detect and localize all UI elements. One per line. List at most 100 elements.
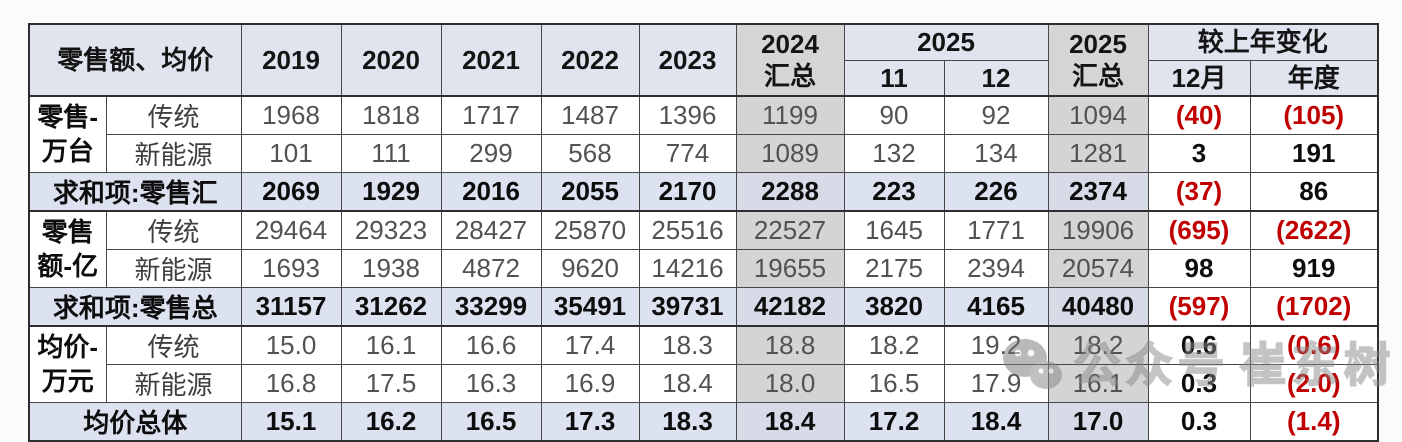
table-cell: (1.4) [1249, 402, 1379, 442]
table-cell: 19655 [735, 249, 845, 288]
table-cell: 1487 [540, 95, 640, 135]
table-cell: 19.2 [943, 325, 1049, 365]
table-cell: 42182 [735, 287, 845, 327]
table-row: 新能源 16.8 17.5 16.3 16.9 18.4 18.0 16.5 17.9 16.1 0… [29, 364, 1379, 403]
table-cell: 1094 [1047, 95, 1149, 135]
summary-row-label: 均价总体 [28, 402, 242, 442]
table-cell: 4872 [440, 249, 542, 288]
table-cell: 919 [1249, 249, 1379, 288]
table-cell: 25870 [540, 210, 640, 250]
table-cell: 3 [1147, 134, 1251, 173]
table-cell: (695) [1147, 210, 1251, 250]
table-cell: 28427 [440, 210, 542, 250]
table-cell: 2175 [843, 249, 945, 288]
header-month-11: 11 [843, 59, 945, 97]
table-cell: (105) [1249, 95, 1379, 135]
table-cell: 17.2 [843, 402, 945, 442]
table-cell: 299 [440, 134, 542, 173]
summary-row: 求和项:零售汇 2069 1929 2016 2055 2170 2288 223 226 237… [28, 172, 1379, 212]
table-cell: (2.0) [1249, 364, 1379, 403]
table-header: 零售额、均价 2019 2020 2021 2022 2023 2024 汇总 … [28, 23, 1379, 97]
table-cell: 18.3 [638, 325, 737, 365]
table-cell: 92 [943, 95, 1049, 135]
table-cell: 1396 [638, 95, 737, 135]
table-cell: 111 [340, 134, 442, 173]
table-cell: 1938 [340, 249, 442, 288]
table-cell: 2069 [240, 172, 342, 212]
table-row: 零售- 万台 传统 1968 1818 1717 1487 1396 1199 90 92 1094… [28, 95, 1379, 173]
table-cell: 22527 [735, 210, 845, 250]
table-cell: 1281 [1047, 134, 1149, 173]
table-cell: 15.0 [240, 325, 342, 365]
summary-row: 均价总体 15.1 16.2 16.5 17.3 18.3 18.4 17.2 18.4 17.0… [28, 402, 1379, 442]
row-group-label: 零售 额-亿 [28, 210, 107, 288]
table-cell: 4165 [943, 287, 1049, 327]
summary-row-label: 求和项:零售汇 [28, 172, 242, 212]
table-cell: 2170 [638, 172, 737, 212]
table-cell: (1702) [1249, 287, 1379, 327]
table-cell: 39731 [638, 287, 737, 327]
table-cell: 35491 [540, 287, 640, 327]
row-label: 传统 [105, 95, 242, 135]
summary-row-label: 求和项:零售总 [28, 287, 242, 327]
table-body: 零售- 万台 传统 1968 1818 1717 1487 1396 1199 90 92 1094… [28, 95, 1379, 442]
table-cell: 16.8 [240, 364, 342, 403]
header-month-12: 12 [943, 59, 1049, 97]
table-cell: 132 [843, 134, 945, 173]
table-cell: 14216 [638, 249, 737, 288]
table-cell: 2016 [440, 172, 542, 212]
table-cell: 18.8 [735, 325, 845, 365]
table-cell: 20574 [1047, 249, 1149, 288]
table-cell: 1199 [735, 95, 845, 135]
header-year-2022: 2022 [540, 23, 640, 97]
table-cell: 40480 [1047, 287, 1149, 327]
row-group-label: 均价- 万元 [28, 325, 107, 403]
table-cell: 18.4 [943, 402, 1049, 442]
table-cell: 16.1 [340, 325, 442, 365]
row-label: 新能源 [105, 134, 242, 173]
row-label: 新能源 [105, 364, 242, 403]
table-cell: 18.3 [638, 402, 737, 442]
table-cell: 226 [943, 172, 1049, 212]
table-cell: 16.5 [843, 364, 945, 403]
table-cell: 16.2 [340, 402, 442, 442]
table-row: 新能源 101 111 299 568 774 1089 132 134 1281 3 191 [29, 134, 1379, 173]
header-corner: 零售额、均价 [28, 23, 242, 97]
header-year-2020: 2020 [340, 23, 442, 97]
table-cell: 31157 [240, 287, 342, 327]
table-row: 新能源 1693 1938 4872 9620 14216 19655 2175 2394 205… [29, 249, 1379, 288]
table-cell: 568 [540, 134, 640, 173]
table-cell: (37) [1147, 172, 1251, 212]
table-cell: 1968 [240, 95, 342, 135]
table-cell: 1818 [340, 95, 442, 135]
table-cell: 16.1 [1047, 364, 1149, 403]
table-cell: 19906 [1047, 210, 1149, 250]
table-cell: 17.4 [540, 325, 640, 365]
table-cell: 134 [943, 134, 1049, 173]
table-cell: 16.3 [440, 364, 542, 403]
header-2025-total: 2025 汇总 [1047, 23, 1149, 97]
table-cell: (40) [1147, 95, 1251, 135]
table-cell: 3820 [843, 287, 945, 327]
table-cell: 18.2 [1047, 325, 1149, 365]
table-cell: 1929 [340, 172, 442, 212]
header-year-2019: 2019 [240, 23, 342, 97]
table-cell: (597) [1147, 287, 1251, 327]
table-cell: 101 [240, 134, 342, 173]
table-cell: 16.5 [440, 402, 542, 442]
table-cell: 0.6 [1147, 325, 1251, 365]
table-cell: 98 [1147, 249, 1251, 288]
header-year-2021: 2021 [440, 23, 542, 97]
table-cell: 1645 [843, 210, 945, 250]
table-cell: 17.3 [540, 402, 640, 442]
header-change-group: 较上年变化 [1147, 23, 1379, 61]
row-label: 新能源 [105, 249, 242, 288]
table-row: 零售 额-亿 传统 29464 29323 28427 25870 25516 22527 16… [28, 210, 1379, 288]
row-label: 传统 [105, 210, 242, 250]
header-change-year: 年度 [1249, 59, 1379, 97]
table-cell: 29323 [340, 210, 442, 250]
retail-price-table: 零售额、均价 2019 2020 2021 2022 2023 2024 汇总 … [28, 23, 1379, 442]
table-cell: 17.9 [943, 364, 1049, 403]
table-cell: (0.6) [1249, 325, 1379, 365]
table-cell: 25516 [638, 210, 737, 250]
